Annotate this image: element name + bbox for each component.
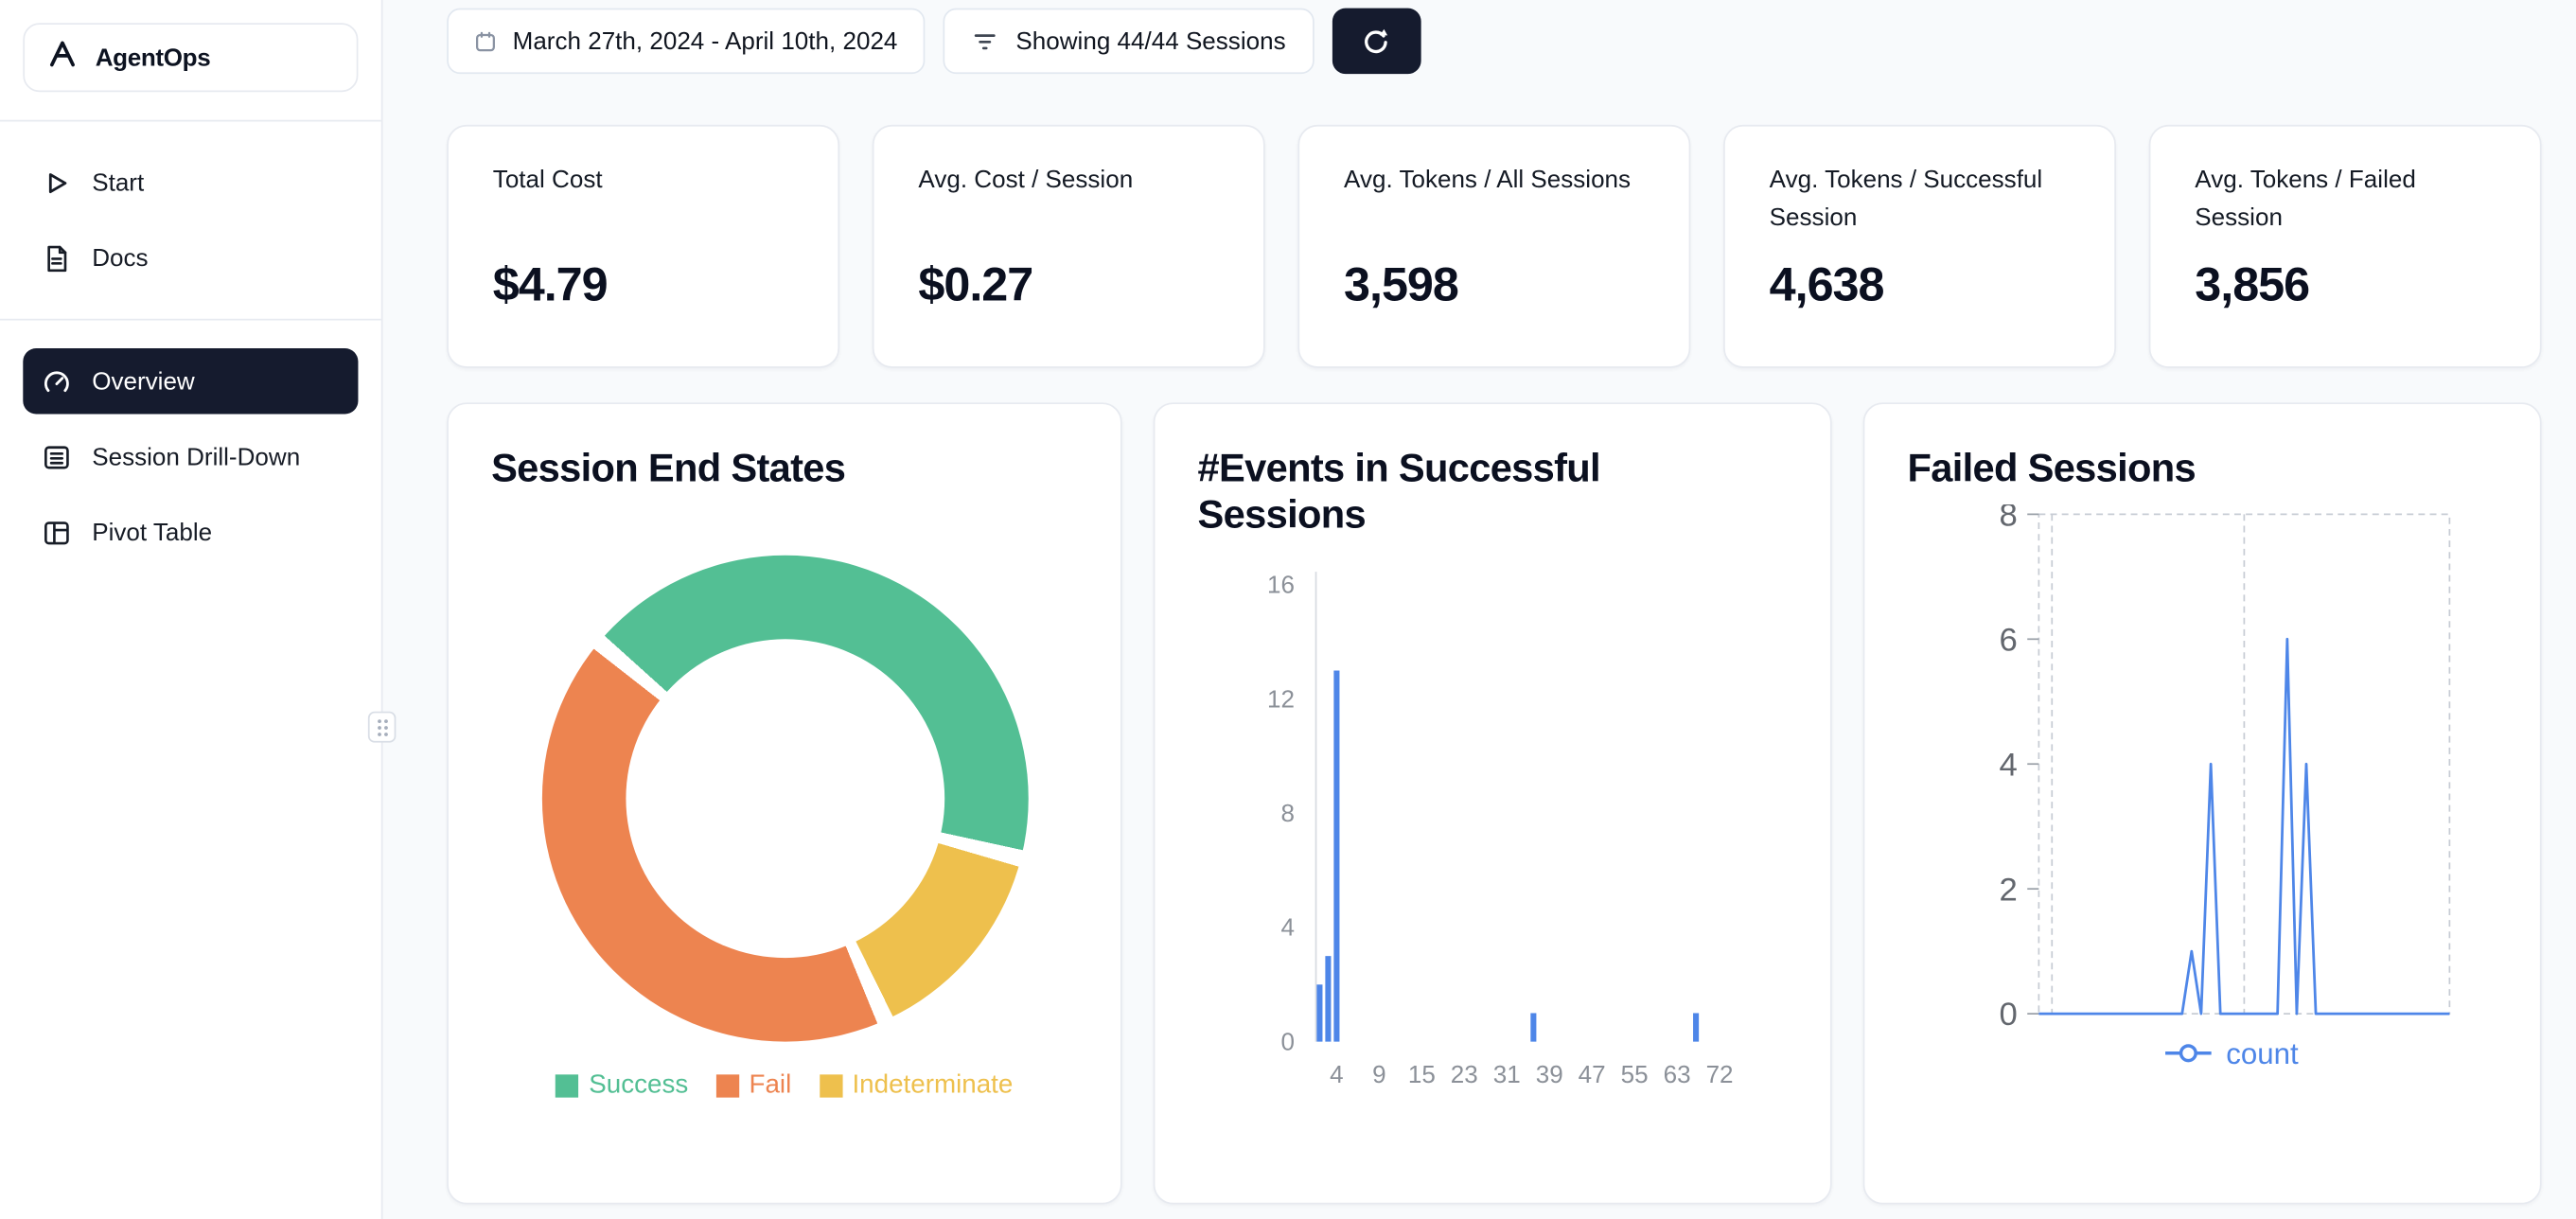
play-icon [41, 167, 72, 198]
stat-card-avg-tokens-failed: Avg. Tokens / Failed Session 3,856 [2148, 124, 2542, 368]
stat-value: 3,856 [2195, 259, 2310, 312]
svg-text:9: 9 [1372, 1060, 1385, 1088]
svg-text:2: 2 [1999, 872, 2017, 908]
events-in-successful-sessions-card: #Events in Successful Sessions 0 4 8 12 16 4 9… [1153, 402, 1832, 1205]
svg-text:6: 6 [1999, 623, 2017, 659]
brand-name: AgentOps [95, 44, 211, 72]
agentops-logo-icon [44, 35, 80, 80]
charts-row: Session End States Success Fail [447, 402, 2576, 1205]
stat-label: Avg. Tokens / Failed Session [2195, 166, 2416, 231]
svg-text:39: 39 [1536, 1060, 1563, 1088]
stat-value: $4.79 [492, 259, 609, 312]
sidebar-item-label: Start [92, 168, 145, 197]
stat-card-avg-tokens-successful: Avg. Tokens / Successful Session 4,638 [1723, 124, 2116, 368]
stat-value: 3,598 [1344, 259, 1459, 312]
grip-dots-icon [377, 718, 388, 736]
sidebar-divider [0, 318, 381, 321]
svg-text:55: 55 [1621, 1060, 1649, 1088]
refresh-button[interactable] [1332, 8, 1420, 75]
stat-label: Avg. Tokens / All Sessions [1344, 166, 1632, 194]
sidebar-item-label: Session Drill-Down [92, 442, 301, 471]
sidebar-item-label: Docs [92, 243, 149, 273]
events-bar-chart: 0 4 8 12 16 4 9 15 23 31 39 47 55 63 72 [1267, 571, 1734, 1088]
stat-card-avg-cost-session: Avg. Cost / Session $0.27 [872, 124, 1265, 368]
svg-text:4: 4 [1999, 748, 2017, 784]
sidebar-item-session-drill-down[interactable]: Session Drill-Down [23, 424, 358, 489]
stat-label: Avg. Tokens / Successful Session [1769, 166, 2043, 231]
chart-title: Session End States [491, 447, 846, 492]
sidebar-item-label: Pivot Table [92, 518, 213, 547]
svg-text:15: 15 [1408, 1060, 1436, 1088]
gauge-icon [41, 365, 72, 397]
svg-text:0: 0 [1280, 1028, 1294, 1056]
sidebar-item-overview[interactable]: Overview [23, 348, 359, 415]
stat-card-total-cost: Total Cost $4.79 [447, 124, 840, 368]
legend-item-success: Success [556, 1071, 689, 1101]
svg-text:8: 8 [1280, 799, 1294, 827]
legend-label: Fail [749, 1071, 792, 1100]
sidebar-item-pivot-table[interactable]: Pivot Table [23, 500, 358, 565]
sessions-filter-label: Showing 44/44 Sessions [1015, 26, 1286, 56]
sidebar-item-label: Overview [92, 366, 195, 396]
list-icon [41, 441, 72, 472]
stat-label: Total Cost [492, 166, 603, 194]
svg-text:23: 23 [1451, 1060, 1478, 1088]
refresh-icon [1361, 26, 1392, 57]
date-range-button[interactable]: March 27th, 2024 - April 10th, 2024 [447, 8, 926, 75]
brand-logo[interactable]: AgentOps [23, 23, 359, 93]
stat-label: Avg. Cost / Session [918, 166, 1134, 194]
donut-chart [541, 555, 1028, 1042]
legend-swatch [715, 1074, 740, 1098]
date-range-label: March 27th, 2024 - April 10th, 2024 [512, 26, 898, 56]
sidebar-divider [0, 119, 381, 122]
sidebar-item-start[interactable]: Start [23, 150, 358, 215]
chart-title: #Events in Successful Sessions [1197, 447, 1601, 538]
legend-item-fail: Fail [715, 1071, 792, 1101]
sidebar: AgentOps Start Docs [0, 0, 383, 1219]
svg-text:31: 31 [1493, 1060, 1521, 1088]
donut-hole [625, 639, 944, 959]
donut-legend: Success Fail Indeterminate [491, 1071, 1078, 1101]
sidebar-resize-handle[interactable] [367, 711, 397, 743]
stat-value: $0.27 [918, 259, 1033, 312]
failed-line-chart: 0 2 4 6 8 count [1999, 498, 2451, 1070]
svg-text:12: 12 [1267, 685, 1295, 714]
toolbar: March 27th, 2024 - April 10th, 2024 Show… [447, 8, 2576, 75]
svg-text:4: 4 [1280, 913, 1294, 942]
filter-icon [972, 27, 1000, 56]
stat-card-avg-tokens-all: Avg. Tokens / All Sessions 3,598 [1297, 124, 1691, 368]
document-icon [41, 242, 72, 274]
session-end-states-card: Session End States Success Fail [447, 402, 1122, 1205]
legend-item-indeterminate: Indeterminate [819, 1071, 1014, 1101]
svg-text:72: 72 [1706, 1060, 1734, 1088]
table-icon [41, 517, 72, 548]
chart-title: Failed Sessions [1907, 447, 2197, 492]
legend-label: Indeterminate [852, 1071, 1014, 1100]
legend-swatch [819, 1074, 843, 1098]
svg-text:4: 4 [1330, 1060, 1343, 1088]
legend-label: Success [589, 1071, 689, 1100]
sessions-filter-button[interactable]: Showing 44/44 Sessions [944, 8, 1314, 75]
svg-text:0: 0 [1999, 997, 2017, 1033]
main-content: March 27th, 2024 - April 10th, 2024 Show… [382, 0, 2576, 1219]
calendar-icon [475, 30, 497, 52]
svg-text:count: count [2226, 1037, 2299, 1070]
legend-swatch [556, 1074, 579, 1098]
sidebar-item-docs[interactable]: Docs [23, 225, 358, 291]
svg-text:63: 63 [1664, 1060, 1691, 1088]
svg-text:8: 8 [1999, 504, 2017, 534]
svg-text:47: 47 [1579, 1060, 1606, 1088]
failed-sessions-card: Failed Sessions 0 2 4 6 8 count [1862, 402, 2542, 1205]
stats-row: Total Cost $4.79 Avg. Cost / Session $0.… [447, 124, 2576, 368]
stat-value: 4,638 [1769, 259, 1885, 312]
svg-text:16: 16 [1267, 571, 1295, 599]
